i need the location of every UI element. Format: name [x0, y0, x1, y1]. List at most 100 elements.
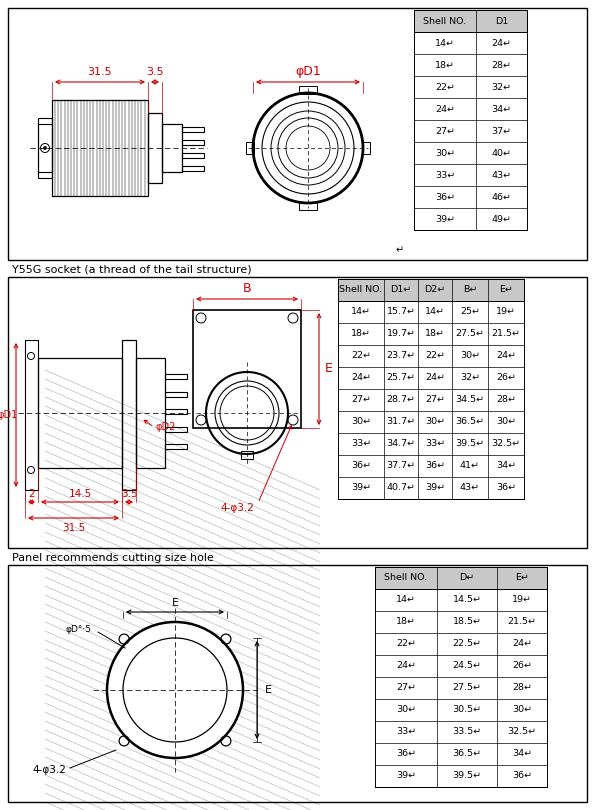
- Text: E: E: [264, 685, 272, 695]
- Text: 18↵: 18↵: [396, 617, 416, 626]
- Text: 26↵: 26↵: [512, 662, 532, 671]
- Bar: [8, 8, 587, 260]
- Bar: [38, 118, 52, 178]
- Text: 32.5↵: 32.5↵: [508, 727, 537, 736]
- Circle shape: [43, 147, 46, 150]
- Bar: [165, 409, 187, 414]
- Text: 39↵: 39↵: [435, 215, 455, 224]
- Text: 34.5↵: 34.5↵: [455, 395, 484, 404]
- Text: E: E: [171, 598, 178, 608]
- Text: 3.5: 3.5: [121, 489, 138, 499]
- Bar: [8, 565, 587, 802]
- Text: 28↵: 28↵: [512, 684, 532, 693]
- Circle shape: [219, 734, 233, 748]
- Text: Y55G socket (a thread of the tail structure): Y55G socket (a thread of the tail struct…: [12, 265, 251, 275]
- Bar: [38, 124, 52, 172]
- Text: 33.5↵: 33.5↵: [452, 727, 482, 736]
- Text: 22↵: 22↵: [396, 640, 416, 649]
- Circle shape: [107, 622, 243, 758]
- Text: 27↵: 27↵: [396, 684, 416, 693]
- Text: 36.5↵: 36.5↵: [455, 417, 484, 427]
- Text: 31.7↵: 31.7↵: [387, 417, 416, 427]
- Text: 32.5↵: 32.5↵: [492, 440, 521, 449]
- Text: 23.7↵: 23.7↵: [387, 352, 416, 360]
- Circle shape: [117, 632, 131, 646]
- Text: 41↵: 41↵: [460, 462, 480, 471]
- Text: 31.5: 31.5: [88, 67, 112, 77]
- Text: D1↵: D1↵: [390, 285, 412, 295]
- Text: Shell NO.: Shell NO.: [339, 285, 382, 295]
- Text: 30↵: 30↵: [425, 417, 445, 427]
- Text: 14↵: 14↵: [435, 39, 455, 48]
- Bar: [182, 127, 204, 132]
- Text: 43↵: 43↵: [460, 484, 480, 492]
- Text: 27↵: 27↵: [435, 126, 455, 135]
- Text: 33↵: 33↵: [396, 727, 416, 736]
- Text: 22↵: 22↵: [351, 352, 371, 360]
- Text: 24↵: 24↵: [425, 373, 445, 382]
- Text: 30↵: 30↵: [512, 706, 532, 714]
- Bar: [136, 358, 165, 468]
- Text: 14.5: 14.5: [68, 489, 92, 499]
- Text: D2↵: D2↵: [425, 285, 445, 295]
- Text: 30↵: 30↵: [460, 352, 480, 360]
- Text: 22↵: 22↵: [435, 83, 455, 92]
- Text: 22↵: 22↵: [425, 352, 445, 360]
- Bar: [25, 340, 38, 490]
- Text: ↵: ↵: [396, 245, 404, 255]
- Text: 46↵: 46↵: [492, 193, 512, 202]
- Text: 33↵: 33↵: [435, 170, 455, 180]
- Bar: [182, 140, 204, 145]
- Text: D↵: D↵: [460, 573, 474, 582]
- Text: 24↵: 24↵: [512, 640, 532, 649]
- Text: 24.5↵: 24.5↵: [452, 662, 482, 671]
- Text: 25.7↵: 25.7↵: [387, 373, 416, 382]
- Text: 34↵: 34↵: [492, 104, 512, 113]
- Text: 24↵: 24↵: [496, 352, 516, 360]
- Circle shape: [117, 734, 131, 748]
- Bar: [165, 392, 187, 397]
- Text: 18.5↵: 18.5↵: [452, 617, 482, 626]
- Text: 39.5↵: 39.5↵: [455, 440, 484, 449]
- Bar: [148, 113, 162, 183]
- Text: 24↵: 24↵: [492, 39, 512, 48]
- Text: 27.5↵: 27.5↵: [452, 684, 482, 693]
- Text: 15.7↵: 15.7↵: [387, 308, 416, 317]
- Text: E↵: E↵: [499, 285, 513, 295]
- Text: 39.5↵: 39.5↵: [452, 771, 482, 781]
- Text: 19.7↵: 19.7↵: [387, 330, 416, 339]
- Bar: [338, 279, 524, 301]
- Text: 18↵: 18↵: [435, 61, 455, 70]
- Text: 39↵: 39↵: [425, 484, 445, 492]
- Text: B: B: [243, 283, 251, 296]
- Text: E↵: E↵: [515, 573, 529, 582]
- Bar: [362, 142, 370, 154]
- Text: φD°⋅5: φD°⋅5: [65, 625, 91, 633]
- Text: 27.5↵: 27.5↵: [455, 330, 484, 339]
- Bar: [241, 451, 253, 459]
- Bar: [299, 86, 317, 94]
- Text: 4-φ3.2: 4-φ3.2: [220, 503, 254, 513]
- Text: 40.7↵: 40.7↵: [387, 484, 416, 492]
- Bar: [8, 277, 587, 548]
- Bar: [193, 310, 301, 428]
- Bar: [182, 153, 204, 158]
- Text: 14.5↵: 14.5↵: [452, 595, 482, 604]
- Text: 28↵: 28↵: [496, 395, 516, 404]
- Text: 39↵: 39↵: [351, 484, 371, 492]
- Text: 18↵: 18↵: [425, 330, 445, 339]
- Text: 36.5↵: 36.5↵: [452, 749, 482, 758]
- Text: 28↵: 28↵: [492, 61, 512, 70]
- Text: 27↵: 27↵: [425, 395, 445, 404]
- Bar: [414, 10, 527, 230]
- Text: 36↵: 36↵: [496, 484, 516, 492]
- Text: 32↵: 32↵: [460, 373, 480, 382]
- Text: 34↵: 34↵: [496, 462, 516, 471]
- Text: 4-φ3.2: 4-φ3.2: [32, 765, 66, 775]
- Bar: [52, 100, 148, 196]
- Text: 36↵: 36↵: [425, 462, 445, 471]
- Bar: [122, 340, 136, 490]
- Text: 33↵: 33↵: [351, 440, 371, 449]
- Text: 43↵: 43↵: [492, 170, 512, 180]
- Bar: [182, 166, 204, 171]
